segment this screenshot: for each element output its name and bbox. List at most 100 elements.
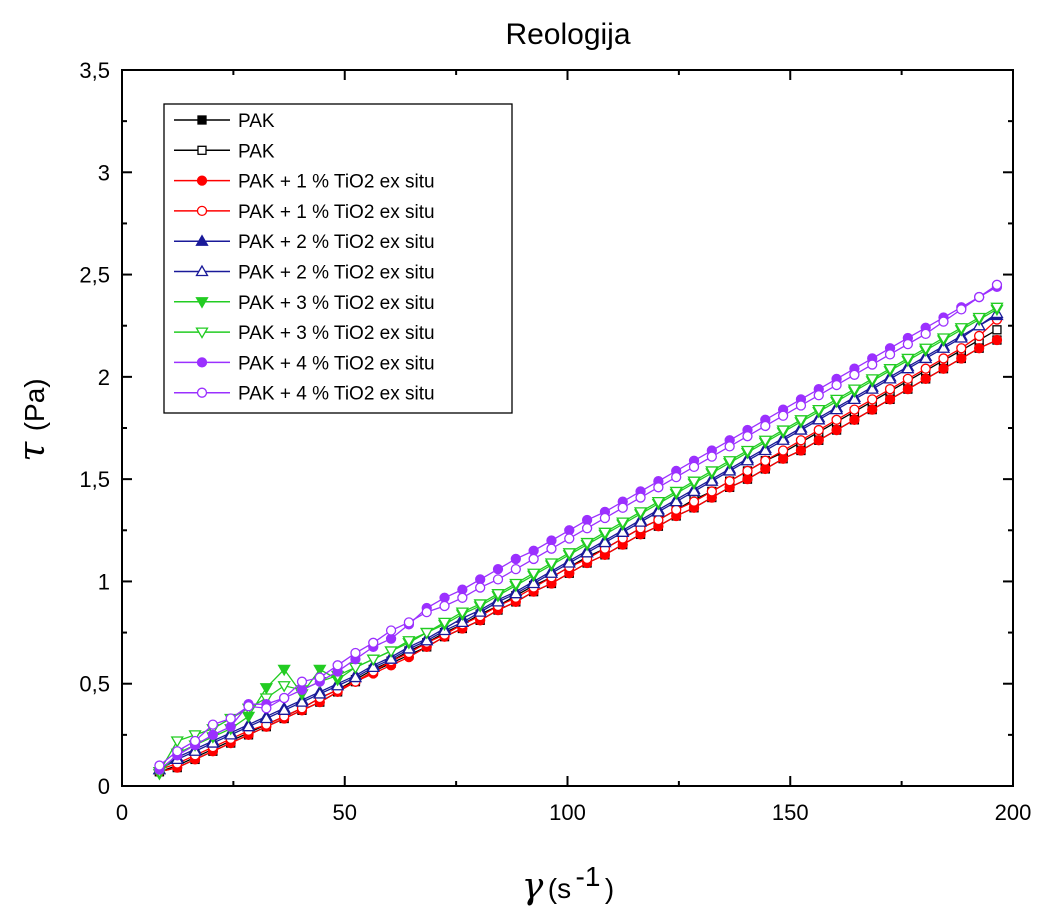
data-point [972, 312, 986, 325]
data-point [348, 662, 363, 675]
data-point [350, 647, 361, 659]
data-point [705, 474, 719, 486]
legend-swatch-marker [196, 387, 208, 398]
data-point [402, 636, 416, 648]
series-9 [154, 279, 1003, 771]
legend-swatch-marker [196, 175, 208, 186]
data-point [760, 455, 771, 466]
data-point [188, 730, 202, 742]
data-point [207, 729, 219, 741]
data-point [279, 692, 290, 704]
data-point [936, 341, 951, 353]
y-axis-symbol: τ [12, 441, 53, 462]
data-point [706, 486, 717, 497]
data-point [740, 453, 755, 466]
x-tick-label: 150 [772, 800, 809, 825]
data-point [813, 390, 824, 401]
legend-entry: PAK [174, 141, 275, 162]
data-point [992, 325, 1002, 335]
data-point [831, 424, 842, 436]
y-tick-label: 2 [98, 365, 110, 390]
data-point [509, 586, 523, 599]
data-point [544, 566, 559, 578]
legend-entry: PAK + 1 % TiO2 ex situ [174, 172, 435, 193]
legend-box [163, 103, 513, 414]
data-point [991, 334, 1003, 346]
data-point [509, 578, 523, 591]
data-point [813, 424, 824, 436]
svg-text:γ (s -1 ): γ (s -1 ) [522, 861, 614, 907]
data-point [420, 627, 434, 640]
data-point [938, 316, 949, 327]
data-point [437, 617, 452, 630]
data-point [758, 435, 772, 448]
data-point [457, 592, 468, 603]
legend: PAK PAK PAK + 1 % TiO2 ex situ PAK + 1 % Ti… [163, 103, 513, 414]
x-tick-label: 200 [995, 800, 1032, 825]
legend-label: PAK + 1 % TiO2 ex situ [238, 172, 435, 193]
data-point [510, 564, 521, 575]
legend-label: PAK + 4 % TiO2 ex situ [238, 384, 435, 405]
data-point [812, 404, 826, 417]
data-point [617, 502, 628, 513]
data-point [901, 361, 915, 374]
legend-label: PAK + 2 % TiO2 ex situ [238, 263, 435, 284]
data-point [902, 338, 914, 350]
y-tick-label: 0 [98, 774, 110, 799]
x-axis-unit-open: (s [548, 873, 571, 904]
data-point [368, 637, 379, 648]
x-axis-unit-close: ) [605, 873, 614, 904]
data-point [527, 568, 541, 581]
data-point [920, 373, 931, 385]
data-point [688, 461, 700, 473]
data-point [366, 654, 380, 666]
data-point [653, 482, 664, 493]
data-point [777, 410, 789, 421]
data-point [831, 414, 842, 425]
data-point [671, 471, 682, 483]
data-point [207, 719, 219, 730]
legend-entry: PAK + 1 % TiO2 ex situ [174, 202, 435, 223]
legend-swatch-marker [196, 205, 208, 217]
legend-swatch-marker [196, 357, 208, 368]
data-point [794, 423, 808, 435]
data-point [919, 343, 933, 356]
data-point [920, 363, 931, 374]
axis-ticks: 0 50 100 150 200 0 0,5 1 1,5 2 2,5 3 3,5 [79, 58, 1031, 825]
svg-text:τ (Pa): τ (Pa) [12, 378, 53, 461]
data-point [849, 369, 860, 380]
data-point [865, 374, 879, 386]
data-point [865, 382, 879, 394]
series-layer [152, 279, 1004, 781]
data-point [296, 676, 308, 687]
data-point [936, 333, 951, 345]
data-point [295, 695, 309, 707]
data-point [883, 372, 897, 384]
data-point [742, 465, 753, 477]
x-tick-label: 100 [549, 800, 586, 825]
data-point [580, 545, 594, 558]
legend-entry: PAK + 3 % TiO2 ex situ [174, 293, 435, 314]
y-axis-title: τ (Pa) [12, 378, 53, 461]
data-point [973, 330, 985, 342]
legend-swatch-marker [197, 115, 207, 125]
data-point [688, 496, 700, 507]
legend-label: PAK + 1 % TiO2 ex situ [238, 202, 435, 223]
data-point [829, 394, 844, 407]
data-point [562, 556, 576, 568]
legend-label: PAK + 3 % TiO2 ex situ [238, 323, 435, 344]
y-tick-label: 0,5 [79, 672, 110, 697]
data-point [348, 670, 363, 683]
data-point [313, 664, 327, 677]
legend-label: PAK + 2 % TiO2 ex situ [238, 232, 435, 253]
data-point [956, 343, 967, 354]
y-tick-label: 3,5 [79, 58, 110, 83]
data-point [599, 512, 611, 524]
data-point [760, 420, 771, 432]
data-point [475, 582, 486, 593]
data-point [598, 535, 612, 548]
data-point [723, 464, 737, 476]
data-point [829, 402, 844, 415]
data-point [847, 392, 862, 405]
data-point [616, 517, 630, 529]
